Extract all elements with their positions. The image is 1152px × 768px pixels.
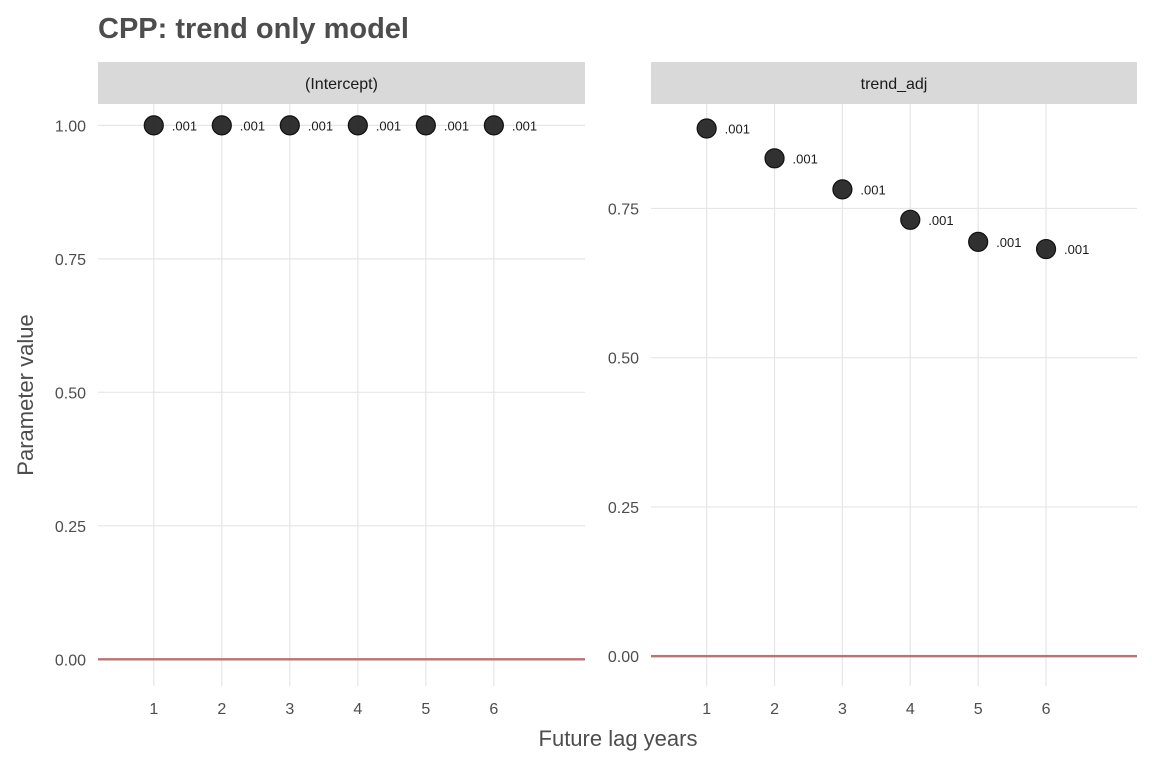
data-point [764, 148, 785, 169]
x-tick-label: 5 [421, 701, 430, 718]
point-label: .001 [725, 121, 750, 136]
point-label: .001 [172, 118, 197, 133]
x-tick-label: 1 [149, 701, 158, 718]
x-tick-label: 4 [353, 701, 362, 718]
panel-0: (Intercept)0.000.250.500.751.001 2 3 4 5 6.00… [55, 62, 585, 718]
data-point [696, 118, 717, 139]
chart-panels: (Intercept)0.000.250.500.751.001 2 3 4 5 6.00… [55, 62, 1137, 718]
data-point [483, 115, 504, 136]
y-tick-label: 0.25 [608, 500, 639, 517]
point-label: .001 [928, 213, 953, 228]
y-tick-label: 0.75 [608, 201, 639, 218]
x-tick-label: 6 [1042, 701, 1051, 718]
panel-1: trend_adj 0.00 0.25 0.50 0.75 1 2 3 4 5 6 .001 .001.… [608, 62, 1137, 718]
x-tick-label: 4 [906, 701, 915, 718]
x-tick-label: 6 [489, 701, 498, 718]
strip-background [651, 62, 1137, 104]
data-point [832, 179, 853, 200]
y-tick-label: 0.75 [55, 252, 86, 269]
data-point [900, 209, 921, 230]
x-tick-label: 1 [702, 701, 711, 718]
data-point [347, 115, 368, 136]
y-axis-title: Parameter value [13, 314, 38, 475]
x-tick-label: 2 [770, 701, 779, 718]
point-label: .001 [512, 118, 537, 133]
y-tick-label: 0.00 [55, 652, 86, 669]
y-tick-label: 1.00 [55, 118, 86, 135]
data-point [279, 115, 300, 136]
point-label: .001 [308, 118, 333, 133]
point-label: .001 [376, 118, 401, 133]
x-tick-label: 5 [974, 701, 983, 718]
x-tick-label: 2 [217, 701, 226, 718]
y-tick-label: 0.00 [608, 649, 639, 666]
data-point [211, 115, 232, 136]
y-tick-label: 0.50 [608, 351, 639, 368]
x-tick-label: 3 [285, 701, 294, 718]
y-tick-label: 0.50 [55, 385, 86, 402]
point-label: .001 [240, 118, 265, 133]
y-tick-label: 0.25 [55, 519, 86, 536]
strip-label: (Intercept) [305, 76, 378, 93]
strip-label: trend_adj [861, 76, 928, 93]
point-label: .001 [793, 151, 818, 166]
chart-title: CPP: trend only model [98, 13, 409, 45]
x-tick-label: 3 [838, 701, 847, 718]
data-point [415, 115, 436, 136]
point-label: .001 [1064, 242, 1089, 257]
data-point [1035, 238, 1057, 260]
strip-background [98, 62, 585, 104]
point-label: .001 [444, 118, 469, 133]
data-point [968, 231, 989, 252]
point-label: .001 [996, 235, 1021, 250]
point-label: .001 [860, 182, 885, 197]
data-point [143, 115, 164, 136]
x-axis-title: Future lag years [539, 726, 698, 751]
